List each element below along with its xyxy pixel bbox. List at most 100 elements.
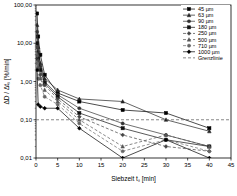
series-marker bbox=[56, 103, 59, 106]
series-marker bbox=[207, 156, 211, 158]
x-tick bbox=[144, 158, 145, 161]
legend-label: 1000 µm bbox=[198, 49, 220, 55]
legend-label: 90 µm bbox=[198, 18, 214, 24]
y-minor-tick bbox=[35, 123, 36, 124]
series-marker bbox=[56, 100, 60, 104]
y-tick-label: 100,00 bbox=[14, 2, 33, 8]
series-marker bbox=[36, 30, 39, 33]
y-tick bbox=[34, 5, 37, 6]
series-marker bbox=[43, 106, 47, 110]
series-marker bbox=[164, 145, 168, 149]
x-tick-label: 15 bbox=[98, 162, 105, 168]
y-minor-tick bbox=[35, 87, 36, 88]
y-minor-tick bbox=[35, 13, 36, 14]
y-tick-label: 10,00 bbox=[17, 40, 33, 46]
legend-label: 180 µm bbox=[198, 24, 217, 30]
y-minor-tick bbox=[35, 93, 36, 94]
series-marker bbox=[208, 145, 211, 148]
series-marker bbox=[36, 45, 39, 49]
series-line bbox=[37, 55, 209, 147]
series-marker bbox=[208, 150, 211, 153]
series-marker bbox=[164, 138, 167, 141]
series-marker bbox=[78, 122, 81, 125]
y-minor-tick bbox=[35, 8, 36, 9]
legend-label: Grenzlinie bbox=[198, 55, 223, 61]
series-marker bbox=[78, 97, 82, 101]
legend-line bbox=[183, 57, 195, 58]
y-minor-tick bbox=[35, 20, 36, 21]
y-minor-tick bbox=[35, 6, 36, 7]
y-minor-tick bbox=[35, 46, 36, 47]
y-tick bbox=[34, 119, 37, 120]
y-minor-tick bbox=[35, 16, 36, 17]
y-minor-tick bbox=[35, 128, 36, 129]
legend: 45 µm63 µm90 µm180 µm250 µm500 µm710 µm1… bbox=[181, 5, 230, 62]
series-marker bbox=[56, 88, 60, 92]
y-minor-tick bbox=[35, 125, 36, 126]
series-marker bbox=[39, 84, 42, 87]
y-minor-tick bbox=[35, 134, 36, 135]
series-marker bbox=[121, 150, 124, 153]
y-axis-label: ΔD / Δtₛ [%/min] bbox=[3, 58, 11, 104]
x-tick-label: 0 bbox=[34, 162, 38, 168]
x-tick-label: 20 bbox=[119, 162, 126, 168]
x-axis-label: Siebzeit tₛ [min] bbox=[111, 175, 156, 183]
x-tick-label: 10 bbox=[76, 162, 83, 168]
x-tick-label: 35 bbox=[184, 162, 191, 168]
y-minor-tick bbox=[35, 25, 36, 26]
x-tick bbox=[166, 158, 167, 161]
series-marker bbox=[56, 106, 60, 110]
legend-label: 63 µm bbox=[198, 12, 214, 18]
series-marker bbox=[36, 23, 39, 27]
y-minor-tick bbox=[35, 96, 36, 97]
y-tick-label: 1,00 bbox=[20, 79, 32, 85]
series-marker bbox=[36, 62, 39, 65]
x-tick-label: 30 bbox=[163, 162, 170, 168]
y-minor-tick bbox=[35, 10, 36, 11]
legend-label: 710 µm bbox=[198, 43, 217, 49]
series-marker bbox=[121, 156, 125, 158]
x-tick bbox=[187, 158, 188, 161]
legend-label: 45 µm bbox=[198, 6, 214, 12]
series-marker bbox=[121, 133, 125, 137]
series-marker bbox=[36, 53, 39, 57]
series-marker bbox=[207, 149, 211, 153]
y-minor-tick bbox=[35, 101, 36, 102]
series-marker bbox=[36, 12, 39, 15]
y-tick bbox=[34, 158, 37, 159]
series-marker bbox=[164, 111, 167, 114]
y-minor-tick bbox=[35, 121, 36, 122]
x-tick bbox=[122, 158, 123, 161]
y-minor-tick bbox=[35, 85, 36, 86]
y-minor-tick bbox=[35, 49, 36, 50]
legend-marker bbox=[187, 13, 191, 17]
y-tick bbox=[34, 43, 37, 44]
y-minor-tick bbox=[35, 89, 36, 90]
series-marker bbox=[121, 122, 124, 125]
series-marker bbox=[43, 88, 47, 92]
legend-marker bbox=[187, 32, 191, 36]
series-marker bbox=[164, 133, 167, 136]
x-tick-label: 25 bbox=[141, 162, 148, 168]
y-minor-tick bbox=[35, 63, 36, 64]
x-tick-label: 5 bbox=[56, 162, 60, 168]
series-line bbox=[37, 70, 209, 158]
series-marker bbox=[38, 105, 42, 109]
legend-marker bbox=[187, 44, 190, 47]
y-minor-tick bbox=[35, 69, 36, 70]
y-minor-tick bbox=[35, 31, 36, 32]
y-minor-tick bbox=[35, 51, 36, 52]
x-tick bbox=[101, 158, 102, 161]
series-marker bbox=[77, 126, 81, 130]
series-line bbox=[37, 47, 209, 151]
y-minor-tick bbox=[35, 131, 36, 132]
y-minor-tick bbox=[35, 83, 36, 84]
x-tick bbox=[79, 158, 80, 161]
legend-label: 250 µm bbox=[198, 30, 217, 36]
y-minor-tick bbox=[35, 108, 36, 109]
x-tick-label: 40 bbox=[206, 162, 213, 168]
y-minor-tick bbox=[35, 139, 36, 140]
series-marker bbox=[121, 100, 125, 104]
series-marker bbox=[36, 42, 39, 45]
series-marker bbox=[43, 95, 46, 98]
